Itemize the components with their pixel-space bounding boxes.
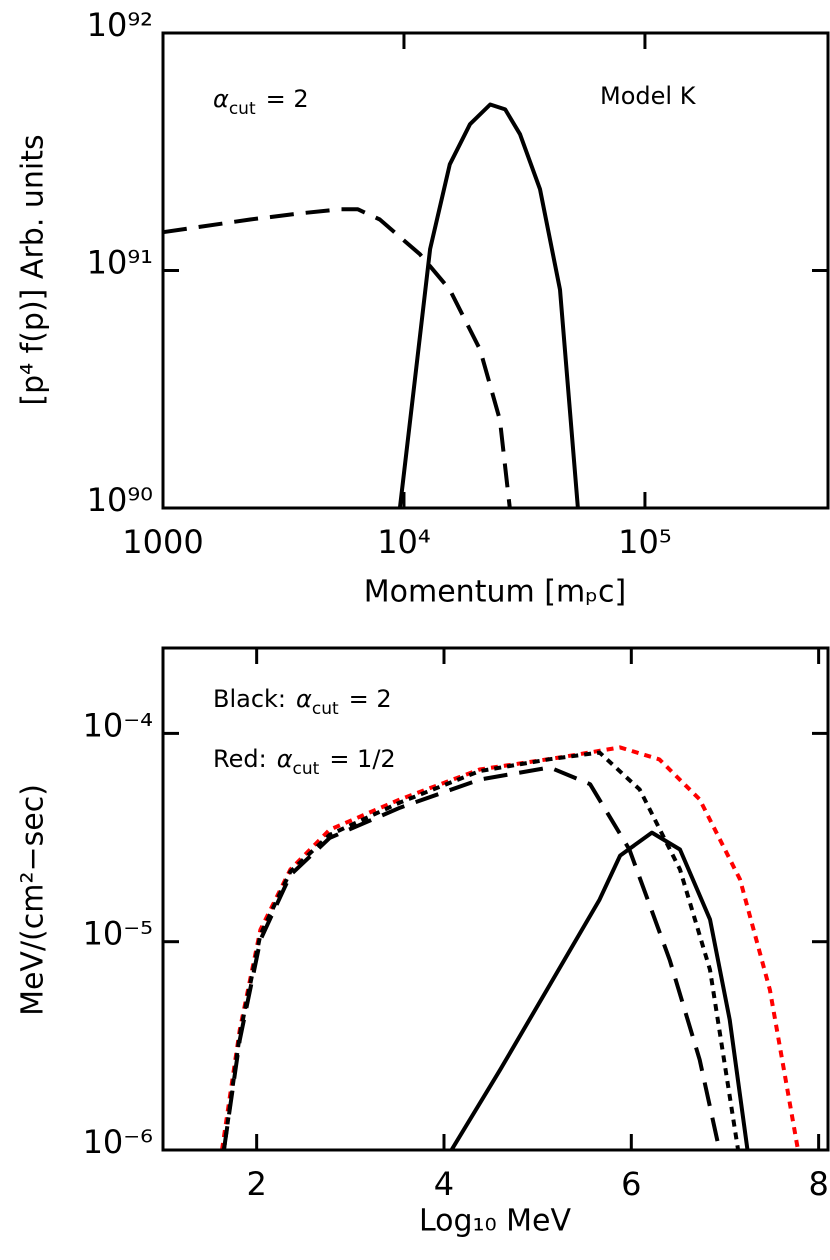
annotation: Red: αcut = 1/2 (213, 745, 396, 779)
data-line (397, 102, 580, 509)
x-tick-label: 2 (246, 1165, 266, 1203)
data-line (220, 745, 800, 1151)
y-tick-label: 10⁻⁴ (83, 706, 153, 744)
x-axis-label: Log₁₀ MeV (419, 1204, 572, 1239)
x-tick-label: 1000 (122, 523, 203, 561)
x-axis-label: Momentum [mₚc] (364, 575, 626, 610)
annotation-symbol: α (277, 745, 293, 773)
y-tick-label: 10⁹² (87, 6, 153, 44)
annotation: αcut = 2 (213, 85, 309, 119)
data-line (221, 765, 722, 1151)
annotation-symbol: α (213, 85, 229, 113)
y-tick-label: 10⁻⁶ (83, 1123, 153, 1161)
data-line (449, 830, 750, 1152)
annotation-subscript: cut (293, 759, 320, 779)
y-tick-label: 10⁹⁰ (87, 481, 153, 519)
annotation: Black: αcut = 2 (213, 685, 392, 719)
annotation-subscript: cut (312, 699, 339, 719)
annotation-text: = 2 (266, 85, 309, 113)
annotation: Model K (600, 82, 697, 110)
annotation-text: Model K (600, 82, 697, 110)
y-axis-label: MeV/(cm²−sec) (16, 784, 51, 1016)
x-tick-label: 6 (621, 1165, 641, 1203)
data-line (162, 207, 512, 509)
annotation-text: = 2 (349, 685, 392, 713)
chart: 2 4 6 8 10⁻⁶ 10⁻⁵ 10⁻⁴ Log₁₀ MeV MeV/(cm²−sec) Bl… (16, 646, 830, 1239)
x-tick-label: 8 (808, 1165, 828, 1203)
x-tick-label: 10⁵ (618, 523, 672, 561)
annotation-prefix: Red: (213, 745, 267, 773)
annotation-text: = 1/2 (329, 745, 395, 773)
y-axis-label: [p⁴ f(p)] Arb. units (16, 134, 51, 405)
data-line (221, 750, 741, 1151)
x-tick-label: 4 (434, 1165, 454, 1203)
annotation-prefix: Black: (213, 685, 286, 713)
y-tick-label: 10⁻⁵ (83, 915, 153, 953)
plot-frame (161, 646, 830, 1152)
annotation-subscript: cut (229, 99, 256, 119)
y-tick-label: 10⁹¹ (87, 244, 153, 282)
x-tick-label: 10⁴ (377, 523, 431, 561)
annotation-symbol: α (296, 685, 312, 713)
chart: 1000 10⁴ 10⁵ 10⁹⁰ 10⁹¹ 10⁹² Momentum [mₚc] [p⁴ … (16, 6, 830, 610)
